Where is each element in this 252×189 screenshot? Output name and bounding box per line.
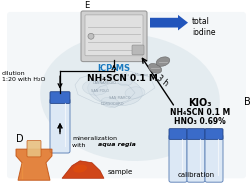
FancyBboxPatch shape	[204, 129, 222, 139]
Ellipse shape	[40, 34, 219, 161]
FancyBboxPatch shape	[50, 92, 70, 103]
FancyBboxPatch shape	[50, 98, 70, 153]
Ellipse shape	[156, 57, 169, 66]
Text: Isola di Murano: Isola di Murano	[121, 73, 148, 77]
Polygon shape	[16, 149, 52, 180]
Text: aqua regia: aqua regia	[98, 142, 135, 147]
FancyBboxPatch shape	[186, 135, 204, 182]
Text: KIO₃: KIO₃	[187, 98, 211, 108]
Ellipse shape	[148, 64, 161, 73]
Ellipse shape	[82, 81, 107, 95]
FancyBboxPatch shape	[168, 129, 186, 139]
Ellipse shape	[87, 76, 142, 106]
Text: D: D	[16, 134, 24, 144]
Text: calibration: calibration	[177, 172, 214, 178]
Text: total
iodine: total iodine	[191, 17, 215, 37]
Ellipse shape	[101, 97, 118, 108]
Ellipse shape	[88, 33, 94, 39]
Text: SAN POLO: SAN POLO	[91, 89, 109, 93]
FancyBboxPatch shape	[204, 135, 222, 182]
Text: NH₄SCN 0.1 M: NH₄SCN 0.1 M	[86, 74, 157, 83]
Text: ICP-MS: ICP-MS	[97, 64, 130, 74]
Text: NH₄SCN 0.1 M: NH₄SCN 0.1 M	[169, 108, 229, 117]
Polygon shape	[149, 15, 187, 30]
FancyBboxPatch shape	[132, 45, 143, 55]
Text: SAN MARCO: SAN MARCO	[109, 96, 130, 100]
Polygon shape	[62, 161, 104, 178]
Text: CANNAREGIO: CANNAREGIO	[93, 81, 116, 85]
FancyBboxPatch shape	[81, 11, 146, 62]
Ellipse shape	[124, 87, 144, 99]
Text: DORSODURO: DORSODURO	[100, 102, 123, 106]
Text: B: B	[243, 97, 249, 107]
FancyBboxPatch shape	[186, 129, 204, 139]
Text: E: E	[84, 1, 89, 10]
Text: sample: sample	[108, 170, 133, 175]
Text: HNO₃ 0.69%: HNO₃ 0.69%	[173, 117, 225, 126]
Ellipse shape	[117, 76, 132, 86]
Text: 3 h: 3 h	[154, 74, 169, 88]
FancyBboxPatch shape	[85, 15, 142, 56]
FancyBboxPatch shape	[168, 135, 186, 182]
FancyBboxPatch shape	[7, 12, 245, 178]
Ellipse shape	[73, 165, 87, 173]
Text: dilution
1:20 with H₂O: dilution 1:20 with H₂O	[2, 70, 45, 82]
FancyBboxPatch shape	[27, 140, 41, 157]
Text: mineralization
with: mineralization with	[72, 136, 116, 148]
